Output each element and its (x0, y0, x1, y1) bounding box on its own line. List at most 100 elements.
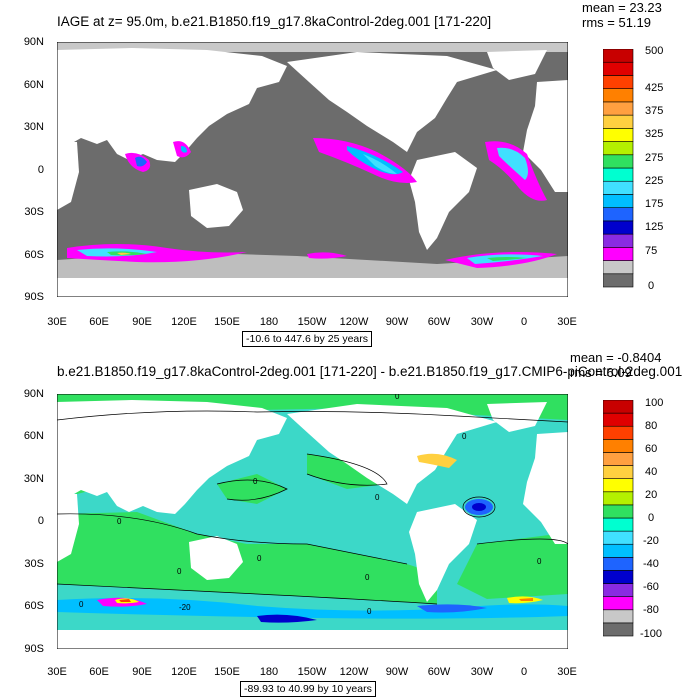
panel2-lon-label: 150E (214, 666, 240, 678)
panel2-lat-label: 0 (37, 515, 44, 527)
colorbar-swatch (603, 452, 634, 466)
svg-text:-20: -20 (179, 603, 191, 612)
panel1-title: IAGE at z= 95.0m, b.e21.B1850.f19_g17.8k… (57, 14, 492, 29)
panel2-lon-label: 60W (427, 666, 451, 678)
colorbar-swatch (603, 61, 634, 76)
colorbar-swatch (603, 180, 634, 195)
svg-text:0: 0 (117, 517, 122, 526)
panel1-lat-label: 0 (37, 164, 44, 176)
svg-text:0: 0 (367, 607, 372, 616)
colorbar-swatch (603, 557, 634, 571)
panel2-lon-label: 90E (132, 666, 152, 678)
colorbar-swatch (603, 167, 634, 182)
colorbar-swatch (603, 504, 634, 519)
panel2-lon-label: 30E (557, 666, 577, 678)
colorbar-swatch (603, 543, 634, 558)
panel1-lon-label: 60W (427, 316, 451, 328)
svg-text:0: 0 (79, 600, 84, 609)
panel1-colorbar-label: 0 (648, 280, 655, 292)
panel1-lon-label: 150E (214, 316, 240, 328)
panel1-lat-label: 30S (24, 206, 44, 218)
panel1-lat-label: 30N (23, 121, 44, 133)
panel1-colorbar-label: 125 (645, 221, 664, 233)
colorbar-swatch (603, 530, 634, 545)
panel2-lon-label: 30E (47, 666, 67, 678)
panel2-colorbar-label: -60 (643, 581, 659, 593)
colorbar-swatch (603, 154, 634, 169)
panel2-colorbar (603, 400, 634, 637)
colorbar-swatch (603, 583, 634, 597)
panel1-colorbar-label: 375 (645, 105, 664, 117)
panel2-colorbar-label: -100 (640, 628, 663, 640)
panel1-lon-label: 30W (470, 316, 494, 328)
panel2-colorbar-label: 20 (645, 489, 658, 501)
panel1-lon-label: 120W (339, 316, 369, 328)
panel1-lat-label: 90N (23, 36, 44, 48)
colorbar-swatch (603, 596, 634, 611)
panel1-map (57, 42, 568, 297)
panel1-lon-label: 120E (171, 316, 197, 328)
panel2-map: 0 0 0 0 0 0 0 0 0 -20 0 0 (57, 394, 568, 649)
panel2-rms: rms = 6.09 (570, 365, 632, 380)
colorbar-swatch (603, 49, 634, 63)
svg-text:0: 0 (462, 432, 467, 441)
panel2-lat-label: 30S (24, 558, 44, 570)
panel2-colorbar-label: 80 (645, 420, 658, 432)
panel2-lon-label: 0 (520, 666, 528, 678)
panel2-lat-label: 60S (24, 600, 44, 612)
svg-text:0: 0 (395, 394, 400, 401)
panel1-lat-label: 90S (24, 291, 44, 303)
colorbar-swatch (603, 247, 634, 261)
colorbar-swatch (603, 194, 634, 208)
svg-text:0: 0 (257, 554, 262, 563)
panel1-mean: mean = 23.23 (582, 0, 662, 15)
colorbar-swatch (603, 622, 634, 637)
svg-text:0: 0 (537, 557, 542, 566)
svg-text:0: 0 (253, 477, 258, 486)
colorbar-swatch (603, 207, 634, 222)
panel1-colorbar-label: 75 (645, 245, 658, 257)
colorbar-swatch (603, 101, 634, 116)
panel2-colorbar-label: 0 (648, 512, 655, 524)
panel2-lat-label: 90S (24, 643, 44, 655)
panel2-lon-label: 90W (385, 666, 409, 678)
panel1-colorbar-label: 275 (645, 152, 664, 164)
panel2-lon-label: 30W (470, 666, 494, 678)
panel1-lon-label: 30E (557, 316, 577, 328)
panel2-lon-label: 120W (339, 666, 369, 678)
svg-text:0: 0 (177, 567, 182, 576)
panel2-lon-label: 150W (297, 666, 327, 678)
colorbar-swatch (603, 517, 634, 532)
colorbar-swatch (603, 439, 634, 453)
panel2-title: b.e21.B1850.f19_g17.8kaControl-2deg.001 … (57, 364, 683, 379)
panel2-lat-label: 60N (23, 430, 44, 442)
colorbar-swatch (603, 260, 634, 275)
panel1-colorbar-label: 175 (645, 198, 664, 210)
panel1-colorbar (603, 49, 634, 288)
panel1-lat-label: 60S (24, 249, 44, 261)
colorbar-swatch (603, 570, 634, 584)
panel2-colorbar-label: 40 (645, 466, 658, 478)
panel1-lon-label: 60E (89, 316, 109, 328)
panel2-mean: mean = -0.8404 (570, 350, 662, 365)
svg-text:0: 0 (365, 573, 370, 582)
panel2-lon-label: 120E (171, 666, 197, 678)
colorbar-swatch (603, 273, 634, 288)
colorbar-swatch (603, 141, 634, 156)
colorbar-swatch (603, 114, 634, 129)
panel1-lon-label: 0 (520, 316, 528, 328)
colorbar-swatch (603, 400, 634, 414)
panel2-colorbar-label: -80 (643, 604, 659, 616)
colorbar-swatch (603, 425, 634, 440)
panel2-colorbar-label: -40 (643, 558, 659, 570)
panel1-range-box: -10.6 to 447.6 by 25 years (242, 331, 372, 347)
colorbar-swatch (603, 412, 634, 427)
panel2-colorbar-label: -20 (643, 535, 659, 547)
panel1-rms: rms = 51.19 (582, 15, 652, 30)
panel2-colorbar-label: 60 (645, 443, 658, 455)
panel1-lon-label: 90E (132, 316, 152, 328)
colorbar-swatch (603, 491, 634, 506)
panel1-colorbar-label: 225 (645, 175, 664, 187)
colorbar-swatch (603, 478, 634, 493)
panel1-colorbar-label: 500 (645, 45, 664, 57)
